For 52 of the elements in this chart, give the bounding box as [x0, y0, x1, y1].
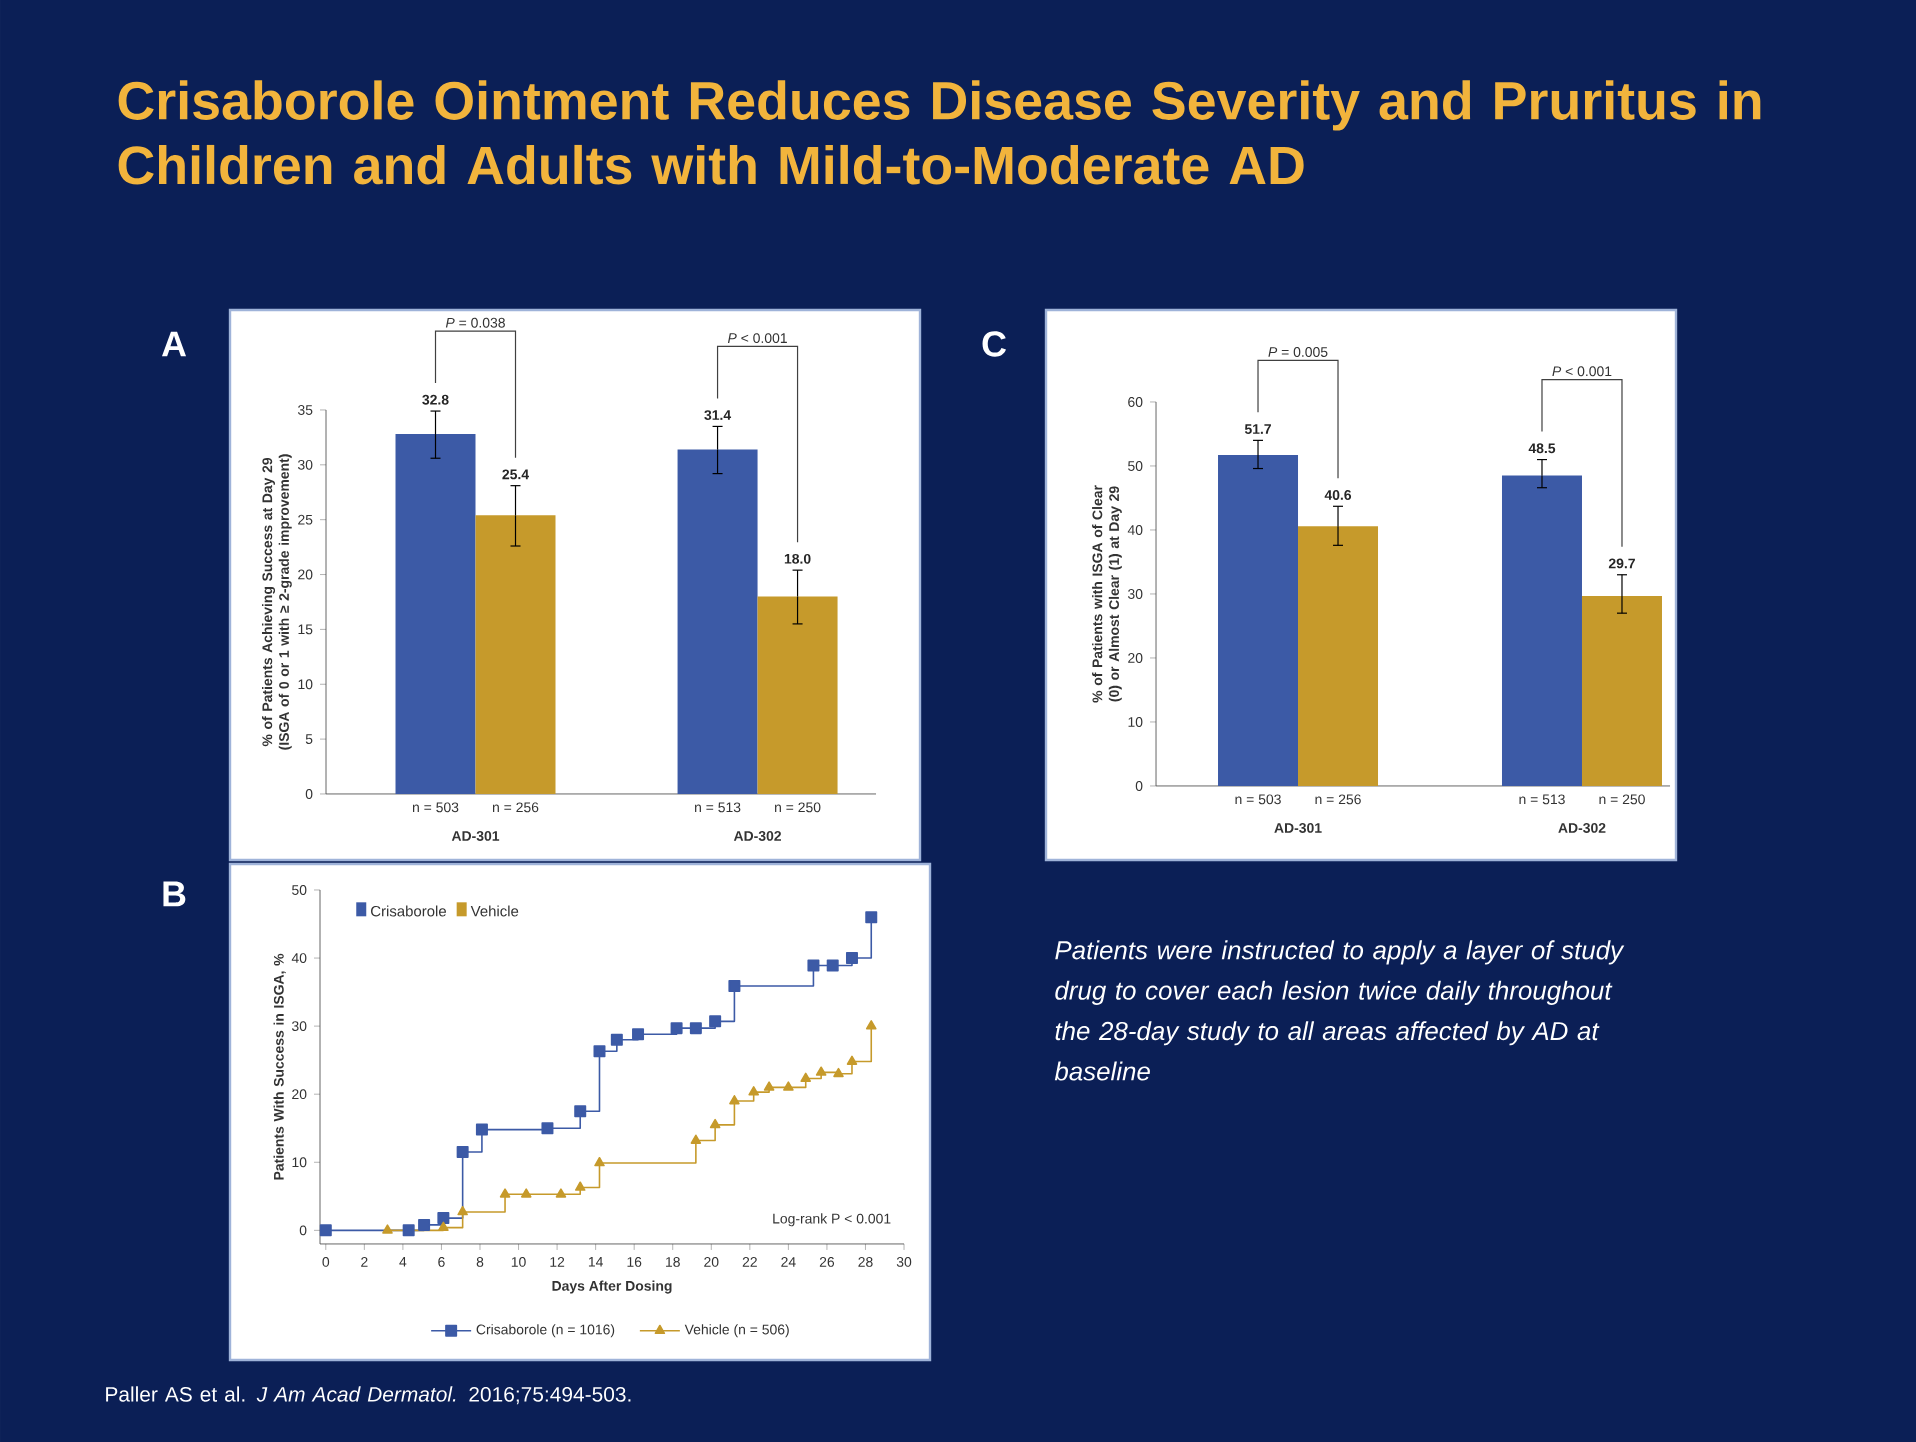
point — [555, 1188, 567, 1198]
point — [499, 1188, 511, 1198]
point — [763, 1081, 775, 1091]
point — [709, 1118, 721, 1129]
point — [800, 1072, 812, 1082]
point — [690, 1134, 702, 1144]
bar — [1298, 526, 1379, 786]
point — [456, 1146, 469, 1159]
bar — [757, 596, 838, 794]
bar — [677, 449, 758, 794]
point — [865, 911, 878, 924]
point — [833, 1067, 844, 1078]
chart-title: A — [161, 331, 187, 357]
text: Patients were instructed to apply a layer of study drug to cover each lesion twice daily throughout the 28-day study to all areas affected by AD at baseline — [1054, 940, 1625, 1081]
bar — [1581, 595, 1662, 786]
point — [382, 1224, 393, 1234]
bar — [475, 515, 556, 794]
point — [418, 1218, 431, 1231]
point — [437, 1212, 450, 1225]
point — [689, 1022, 702, 1035]
point — [457, 1205, 468, 1216]
point — [594, 1156, 605, 1167]
point — [826, 959, 839, 972]
point — [846, 1055, 858, 1065]
point — [541, 1122, 554, 1135]
point — [748, 1086, 759, 1096]
point — [402, 1224, 415, 1237]
point — [783, 1081, 794, 1091]
point — [475, 1123, 488, 1136]
chart-title: B — [163, 881, 186, 907]
text: Crisaborole Ointment Reduces Disease Severity and Pruritus in Children and Adults with Mild-to-Moderate AD — [118, 80, 1761, 185]
point — [632, 1028, 645, 1041]
point — [709, 1015, 722, 1028]
bar — [395, 434, 476, 794]
point — [574, 1181, 586, 1191]
point — [845, 952, 858, 965]
point — [670, 1022, 683, 1035]
text: Paller AS et al. J Am Acad Dermatol. 2016;75:494-503. — [106, 1386, 631, 1405]
point — [729, 1095, 740, 1105]
point — [807, 959, 820, 972]
point — [438, 1221, 449, 1232]
bar — [1501, 475, 1582, 786]
point — [520, 1188, 532, 1198]
bar — [1218, 455, 1299, 786]
point — [593, 1045, 606, 1058]
chart-title: C — [982, 331, 1006, 357]
point — [728, 979, 741, 992]
point — [815, 1066, 827, 1076]
point — [319, 1224, 332, 1237]
point — [574, 1105, 587, 1118]
point — [610, 1033, 623, 1046]
point — [865, 1020, 877, 1030]
